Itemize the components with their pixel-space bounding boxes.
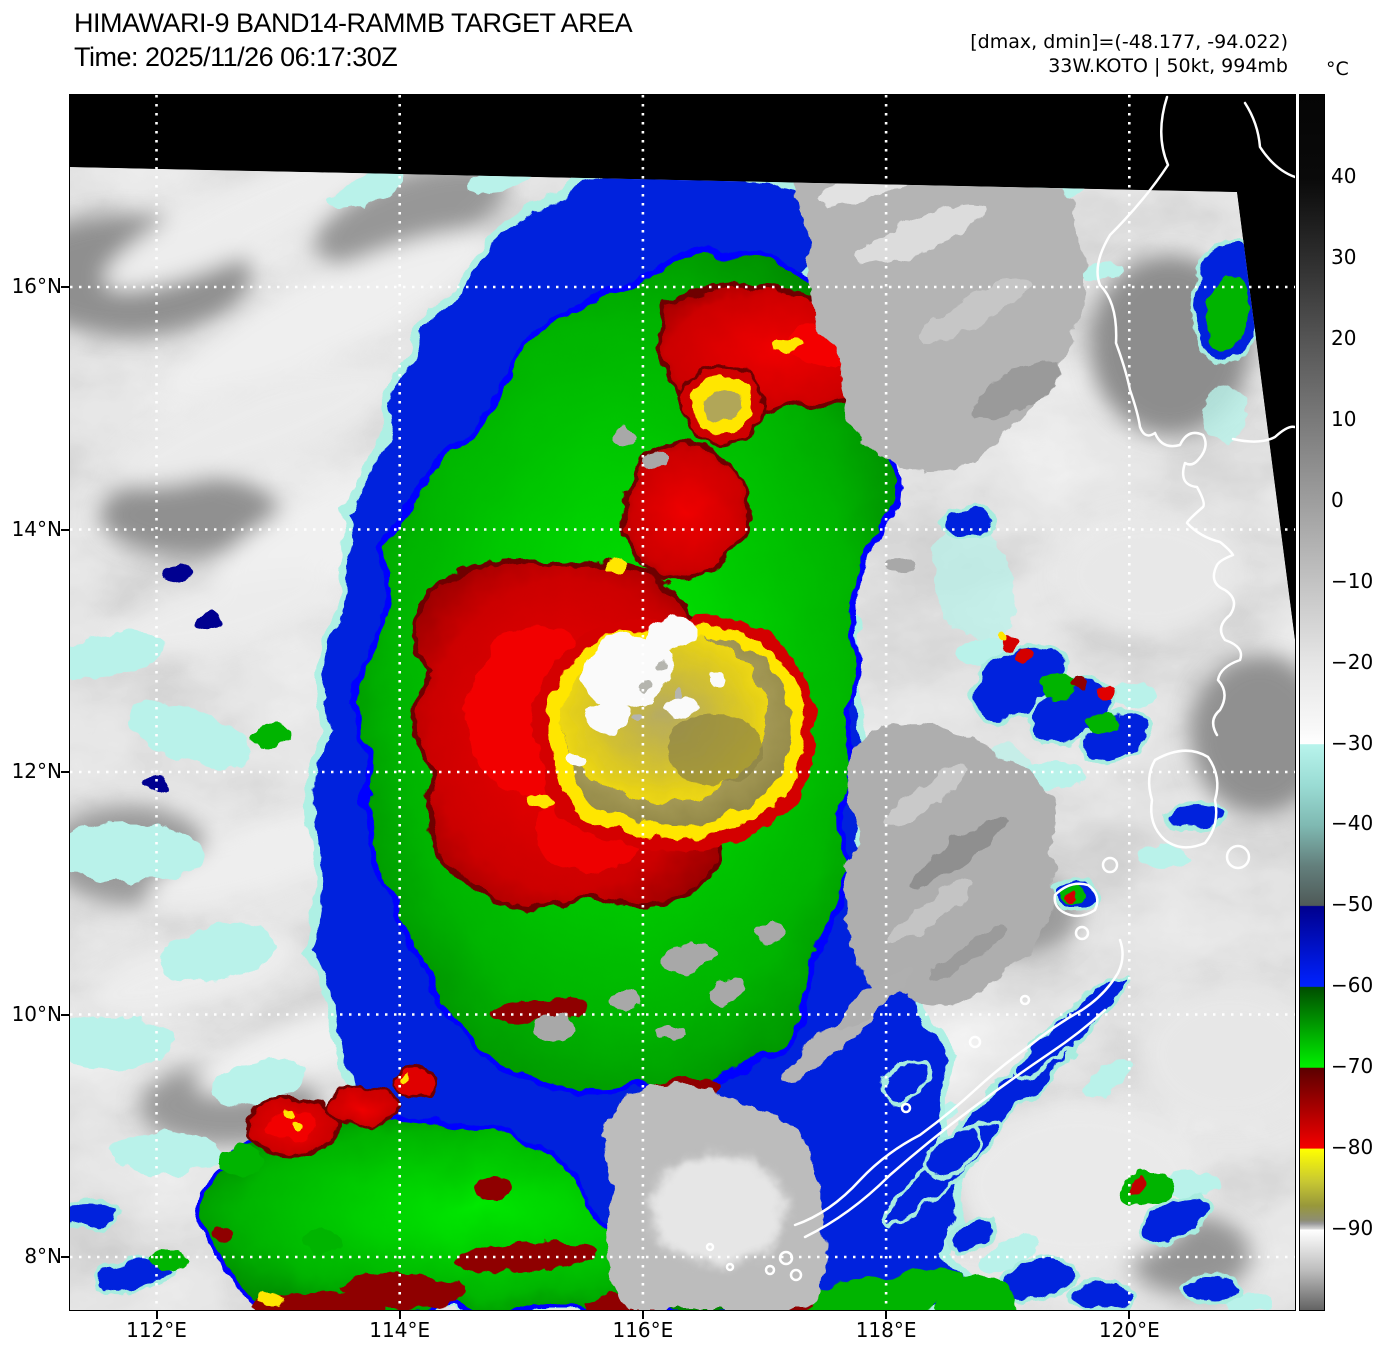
- colorbar-tick-label: −30: [1331, 730, 1374, 755]
- colorbar-tick-label: 20: [1331, 326, 1357, 351]
- y-tick: [61, 771, 69, 773]
- y-tick: [61, 528, 69, 531]
- latitude-label: 10°N: [11, 1001, 62, 1026]
- coastlines: [705, 95, 1297, 1282]
- x-tick: [155, 1311, 158, 1319]
- colorbar: [1299, 94, 1325, 1311]
- storm-stats: [dmax, dmin]=(-48.177, -94.022) 33W.KOTO…: [970, 30, 1288, 78]
- latitude-label: 14°N: [11, 516, 62, 541]
- longitude-label: 118°E: [855, 1318, 917, 1342]
- cdo-core: [533, 616, 816, 852]
- y-tick: [61, 1013, 69, 1016]
- colorbar-tick-label: 40: [1331, 164, 1357, 189]
- longitude-label: 116°E: [612, 1318, 674, 1342]
- page-title: HIMAWARI-9 BAND14-RAMMB TARGET AREA: [74, 8, 633, 38]
- colorbar-tick-label: 10: [1331, 406, 1357, 431]
- colorbar-tick-label: −40: [1331, 811, 1374, 836]
- longitude-label: 112°E: [126, 1318, 187, 1342]
- ring-cell: [680, 363, 764, 447]
- map-frame: Copyright © 2020-2025 Dapiya: [69, 94, 1297, 1311]
- dmax-dmin-readout: [dmax, dmin]=(-48.177, -94.022): [970, 31, 1288, 53]
- colorbar-tick-label: −50: [1331, 892, 1374, 917]
- x-tick: [1128, 1311, 1131, 1319]
- colorbar-tick-label: 30: [1331, 245, 1357, 270]
- storm-id-intensity: 33W.KOTO | 50kt, 994mb: [1048, 55, 1288, 77]
- colorbar-tick-label: −20: [1331, 649, 1374, 674]
- colorbar-tick-label: 0: [1331, 487, 1344, 512]
- x-tick: [641, 1311, 644, 1319]
- x-tick: [885, 1311, 888, 1319]
- colorbar-tick-label: −70: [1331, 1054, 1374, 1079]
- y-tick: [61, 1256, 69, 1258]
- timestamp: Time: 2025/11/26 06:17:30Z: [74, 42, 398, 72]
- grid-lines: [70, 95, 1295, 1310]
- warm-intrusion-layer: [533, 167, 1084, 1310]
- satellite-map: [70, 95, 1297, 1310]
- latitude-label: 8°N: [24, 1244, 62, 1268]
- colorbar-unit-label: °C: [1326, 58, 1349, 80]
- latitude-label: 16°N: [11, 274, 62, 298]
- x-tick: [398, 1311, 401, 1319]
- colorbar-tick-label: −90: [1331, 1215, 1374, 1240]
- colorbar-tick-label: −10: [1331, 568, 1374, 593]
- longitude-label: 120°E: [1098, 1318, 1160, 1342]
- latitude-label: 12°N: [11, 759, 62, 783]
- colorbar-tick-label: −80: [1331, 1135, 1374, 1160]
- longitude-label: 114°E: [369, 1318, 431, 1342]
- colorbar-tick-label: −60: [1331, 973, 1374, 998]
- y-tick: [61, 286, 69, 288]
